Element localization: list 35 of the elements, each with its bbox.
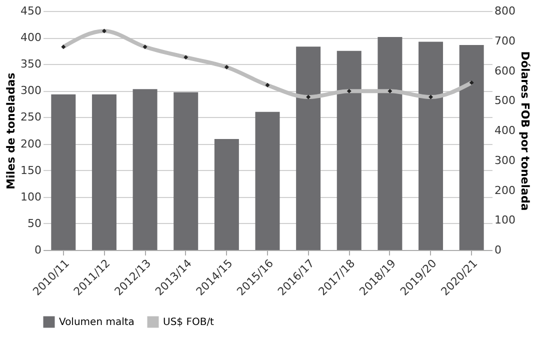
- y2-tick-label: 800: [494, 4, 516, 18]
- y2-tick-label: 300: [494, 154, 516, 167]
- bar: [459, 44, 484, 250]
- y-tick-label: 300: [20, 84, 42, 98]
- y-tick-label: 50: [28, 216, 42, 230]
- bar: [255, 112, 280, 250]
- line-series: [61, 28, 474, 100]
- y-tick-label: 450: [20, 4, 42, 18]
- bar: [51, 94, 76, 250]
- legend-label: Volumen malta: [59, 317, 134, 328]
- y2-tick-label: 400: [494, 124, 516, 137]
- y2-tick-label: 500: [494, 94, 516, 108]
- y2-tick-label: 600: [494, 64, 516, 78]
- y2-tick-label: 700: [494, 34, 516, 48]
- y-tick-label: 150: [20, 164, 42, 177]
- bar: [214, 139, 239, 250]
- y2-tick-label: 200: [494, 184, 516, 197]
- y-tick-label: 200: [20, 137, 42, 150]
- legend-label: US$ FOB/t: [163, 317, 214, 328]
- y-axis-title: Miles de toneladas: [4, 72, 18, 190]
- bar: [92, 94, 116, 250]
- y2-axis-title: Dólares FOB por tonelada: [518, 51, 532, 211]
- y-tick-label: 350: [20, 58, 42, 71]
- bar: [418, 42, 444, 250]
- y2-tick-label: 100: [494, 214, 516, 227]
- bar: [174, 92, 198, 250]
- bar: [336, 50, 362, 250]
- y-tick-label: 100: [20, 190, 42, 204]
- y-tick-label: 400: [20, 31, 42, 44]
- bar: [296, 46, 321, 250]
- bar: [132, 89, 158, 250]
- y2-tick-label: 0: [494, 244, 502, 256]
- y-tick-label: 0: [34, 244, 42, 256]
- bar: [378, 37, 402, 250]
- y-tick-label: 250: [20, 110, 42, 124]
